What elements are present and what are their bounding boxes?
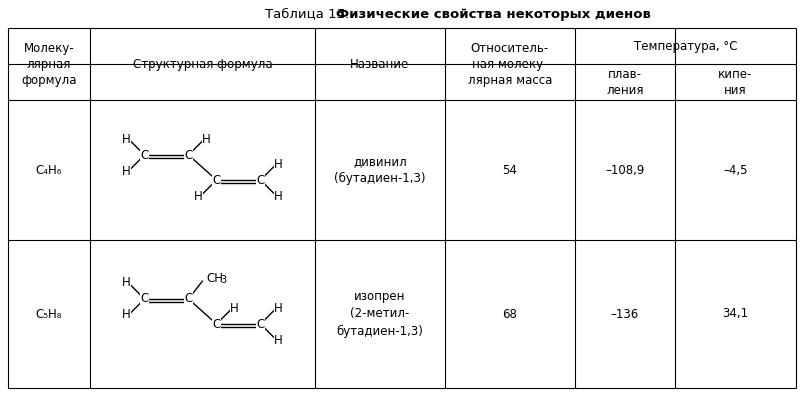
Text: Молеку-
лярная
формула: Молеку- лярная формула [21, 41, 76, 87]
Text: –4,5: –4,5 [723, 164, 747, 177]
Text: H: H [202, 132, 210, 145]
Text: C: C [184, 292, 193, 305]
Text: C₅H₈: C₅H₈ [36, 307, 62, 320]
Text: H: H [194, 190, 202, 203]
Text: CH: CH [206, 271, 223, 284]
Text: C₄H₆: C₄H₆ [36, 164, 62, 177]
Text: C: C [184, 149, 193, 162]
Text: H: H [274, 333, 283, 346]
Text: H: H [122, 132, 131, 145]
Text: –108,9: –108,9 [605, 164, 644, 177]
Text: –136: –136 [610, 307, 638, 320]
Text: изопрен
(2-метил-
бутадиен-1,3): изопрен (2-метил- бутадиен-1,3) [336, 290, 423, 338]
Text: 34,1: 34,1 [722, 307, 748, 320]
Text: H: H [230, 301, 238, 314]
Text: Таблица 13.: Таблица 13. [265, 7, 353, 20]
Text: H: H [122, 165, 131, 178]
Text: C: C [212, 318, 220, 331]
Text: C: C [256, 173, 264, 186]
Text: Температура, °C: Температура, °C [633, 39, 736, 52]
Text: H: H [122, 309, 131, 322]
Text: 3: 3 [220, 275, 226, 285]
Text: C: C [141, 149, 149, 162]
Text: H: H [274, 301, 283, 314]
Text: плав-
ления: плав- ления [605, 67, 643, 97]
Text: H: H [274, 158, 283, 171]
Text: H: H [274, 190, 283, 203]
Text: Относитель-
ная молеку-
лярная масса: Относитель- ная молеку- лярная масса [467, 41, 552, 87]
Text: дивинил
(бутадиен-1,3): дивинил (бутадиен-1,3) [334, 155, 426, 185]
Text: Физические свойства некоторых диенов: Физические свойства некоторых диенов [336, 7, 650, 20]
Text: H: H [122, 277, 131, 290]
Text: 54: 54 [502, 164, 517, 177]
Text: кипе-
ния: кипе- ния [717, 67, 752, 97]
Text: Название: Название [350, 58, 409, 71]
Text: C: C [141, 292, 149, 305]
Text: 68: 68 [502, 307, 517, 320]
Text: C: C [212, 173, 220, 186]
Text: C: C [256, 318, 264, 331]
Text: Структурная формула: Структурная формула [132, 58, 272, 71]
